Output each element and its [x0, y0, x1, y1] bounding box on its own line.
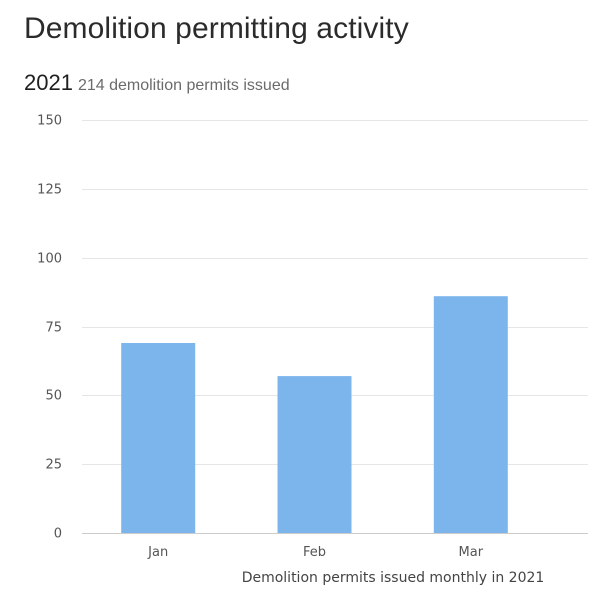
x-tick-label: Feb	[303, 545, 326, 560]
y-tick-label: 0	[54, 527, 62, 542]
x-axis-title: Demolition permits issued monthly in 202…	[242, 570, 545, 586]
y-tick-label: 150	[37, 114, 62, 129]
subtitle-summary: 214 demolition permits issued	[77, 77, 290, 94]
chart-subtitle: 2021 214 demolition permits issued	[24, 70, 290, 96]
y-axis-ticks: 0 25 50 75 100 125 150	[37, 114, 62, 542]
subtitle-year: 2021	[24, 70, 73, 95]
bars	[121, 296, 508, 533]
x-axis-ticks: Jan Feb Mar	[147, 545, 484, 560]
bar-jan	[121, 343, 196, 533]
y-tick-label: 100	[37, 252, 62, 267]
y-tick-label: 75	[45, 321, 62, 336]
y-tick-label: 125	[37, 183, 62, 198]
x-tick-label: Jan	[147, 545, 168, 560]
y-tick-label: 50	[45, 389, 62, 404]
y-tick-label: 25	[45, 458, 62, 473]
x-tick-label: Mar	[459, 545, 484, 560]
bar-feb	[277, 376, 352, 533]
chart-title: Demolition permitting activity	[24, 12, 409, 45]
bar-mar	[433, 296, 508, 533]
